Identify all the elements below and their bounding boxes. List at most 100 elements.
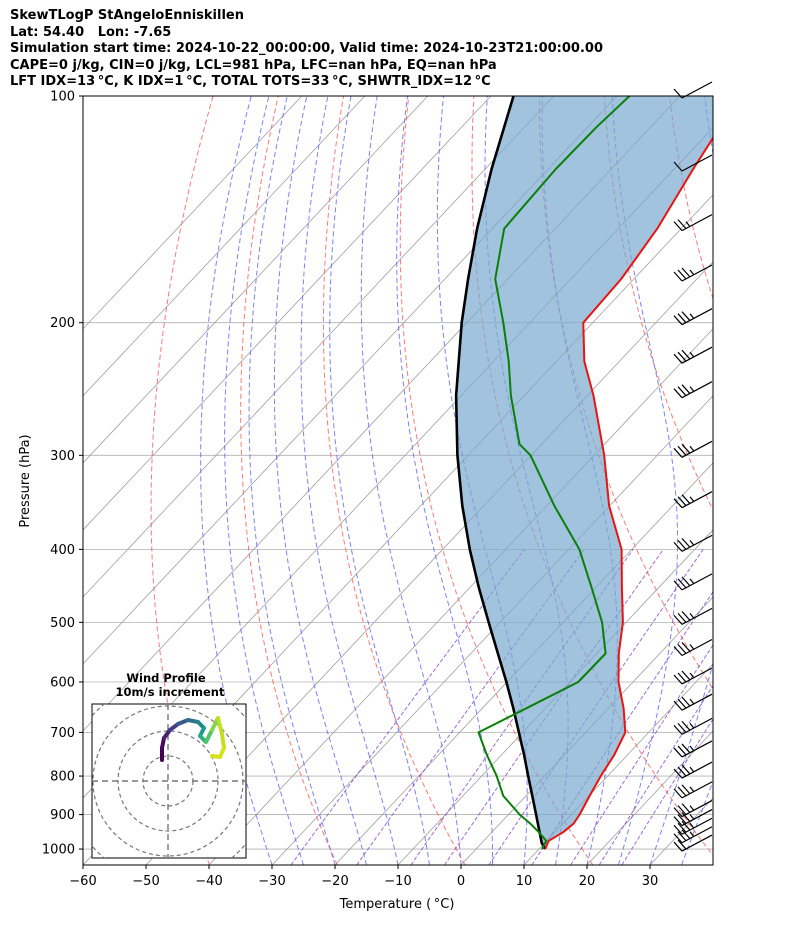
wind-barb — [673, 440, 713, 458]
hodograph-segment — [216, 716, 224, 736]
wind-barbs — [673, 81, 713, 852]
barb-feather — [677, 805, 687, 815]
title-line: SkewTLogP StAngeloEnniskillen — [10, 8, 244, 23]
barb-feather — [677, 539, 687, 550]
barb-half-feather — [689, 612, 695, 619]
barb-feather — [681, 576, 691, 587]
barb-half-feather — [689, 822, 695, 829]
barb-feather — [673, 768, 683, 779]
barb-half-feather — [689, 644, 695, 650]
barb-half-feather — [689, 313, 695, 320]
barb-feather — [673, 580, 683, 591]
barb-shaft — [681, 740, 713, 758]
dry-adiabat — [322, 96, 466, 865]
wind-barb — [673, 264, 713, 282]
isotherm-line — [586, 730, 713, 865]
y-tick-label: 800 — [50, 770, 75, 785]
barb-feather — [677, 839, 687, 850]
isotherm-line — [523, 663, 713, 865]
title-line: CAPE=0 j/kg, CIN=0 j/kg, LCL=981 hPa, LF… — [10, 57, 497, 73]
barb-half-feather — [685, 221, 691, 227]
x-tick-label: 20 — [579, 874, 596, 889]
isotherm-line — [83, 96, 555, 598]
barb-feather — [681, 311, 691, 322]
parcel-line — [454, 96, 547, 850]
wind-profile-inset: Wind Profile 10m/s increment — [91, 671, 247, 859]
barb-feather — [673, 221, 683, 232]
barb-feather — [673, 498, 683, 509]
barb-half-feather — [689, 766, 695, 773]
hodograph-segment — [220, 732, 226, 750]
x-tick-label: −10 — [384, 874, 411, 889]
barb-shaft — [681, 717, 713, 735]
barb-feather — [677, 831, 687, 842]
isotherm-line — [334, 462, 713, 865]
barb-feather — [677, 269, 687, 280]
x-tick-label: −40 — [195, 874, 222, 889]
title-line: Simulation start time: 2024-10-22_00:00:… — [10, 41, 603, 57]
barb-shaft — [681, 826, 713, 844]
barb-half-feather — [689, 386, 695, 393]
wind-barb — [673, 534, 713, 552]
barb-feather — [673, 353, 683, 364]
barb-feather — [681, 720, 691, 731]
barb-feather — [673, 833, 683, 844]
barb-shaft — [681, 667, 713, 685]
isotherm-line — [83, 96, 366, 397]
barb-feather — [681, 743, 691, 754]
wind-barb — [673, 826, 713, 844]
wind-barb — [673, 154, 713, 172]
x-tick-label: 10 — [516, 874, 533, 889]
moist-adiabat — [300, 96, 399, 865]
barb-shaft — [681, 817, 713, 835]
barb-shaft — [681, 491, 713, 509]
cape-fill — [456, 96, 713, 849]
barb-feather — [681, 349, 691, 360]
barb-feather — [677, 351, 687, 362]
barb-feather — [677, 612, 687, 623]
mixing-ratio-line — [598, 684, 713, 865]
y-tick-label: 500 — [50, 616, 75, 631]
wind-barb — [673, 667, 713, 685]
dry-adiabat — [399, 96, 594, 865]
x-tick-label: −60 — [69, 874, 96, 889]
x-tick-label: 0 — [457, 874, 465, 889]
barb-feather — [681, 829, 691, 840]
barb-feather — [677, 644, 687, 654]
barb-shaft — [681, 809, 713, 827]
barb-feather — [681, 820, 691, 831]
moist-adiabat — [436, 96, 528, 865]
wind-barb — [673, 308, 713, 326]
moist-adiabat — [273, 96, 367, 865]
wind-barb — [673, 809, 713, 827]
inset-subtitle: 10m/s increment — [116, 685, 225, 699]
isotherm-line — [271, 395, 713, 865]
hodograph — [92, 704, 246, 858]
y-tick-label: 100 — [50, 90, 75, 105]
barb-feather — [673, 674, 683, 685]
barb-feather — [677, 672, 687, 683]
chart-title: SkewTLogP StAngeloEnniskillen Lat: 54.40… — [10, 8, 603, 91]
isotherm-line — [397, 529, 713, 865]
barb-feather — [681, 670, 691, 681]
barb-feather — [673, 541, 683, 552]
wind-barb — [673, 834, 713, 852]
barb-feather — [677, 445, 687, 456]
barb-half-feather — [689, 496, 695, 503]
barb-feather — [673, 388, 683, 399]
barb-feather — [677, 578, 687, 589]
barb-feather — [681, 537, 691, 548]
dry-adiabat — [669, 96, 713, 301]
barb-shaft — [681, 264, 713, 282]
dry-adiabat — [240, 96, 338, 865]
barb-shaft — [681, 214, 713, 232]
wind-barb — [673, 214, 713, 232]
wind-barb — [673, 800, 713, 818]
barb-shaft — [681, 573, 713, 591]
barb-feather — [681, 696, 691, 707]
barb-half-feather — [689, 831, 695, 838]
y-axis-label: Pressure (hPa) — [18, 434, 33, 527]
barb-feather — [677, 313, 687, 324]
isotherm-line — [649, 797, 713, 865]
